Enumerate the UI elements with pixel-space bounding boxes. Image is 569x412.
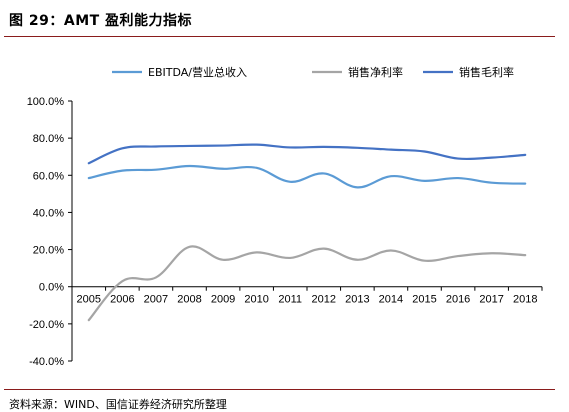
y-tick-label: 100.0%: [27, 96, 65, 108]
top-rule: [4, 36, 555, 37]
y-tick-label: 0.0%: [39, 282, 64, 294]
x-tick-label: 2016: [446, 294, 470, 306]
y-tick-label: 60.0%: [33, 170, 64, 182]
x-tick-label: 2018: [513, 294, 537, 306]
y-tick-label: 40.0%: [33, 207, 64, 219]
series-line-ebitda-margin: [87, 164, 527, 189]
x-tick-label: 2007: [144, 294, 168, 306]
x-tick-label: 2008: [177, 294, 201, 306]
y-tick-label: -20.0%: [29, 319, 64, 331]
bottom-rule: [4, 389, 555, 390]
y-tick-label: 80.0%: [33, 133, 64, 145]
x-tick-label: 2010: [244, 294, 268, 306]
x-tick-label: 2017: [479, 294, 503, 306]
legend-label: 销售毛利率: [459, 65, 514, 79]
x-tick-label: 2014: [379, 294, 403, 306]
source-note: 资料来源：WIND、国信证券经济研究所整理: [9, 398, 227, 411]
x-tick-label: 2005: [77, 294, 101, 306]
x-tick-label: 2015: [412, 294, 436, 306]
y-axis-ticks: 100.0% 80.0% 60.0% 40.0% 20.0% 0.0% -20.0% -40.…: [27, 96, 72, 368]
series-line-gross-margin: [87, 143, 527, 165]
legend: EBITDA/营业总收入 销售净利率 销售毛利率: [112, 65, 514, 79]
x-tick-label: 2012: [312, 294, 336, 306]
legend-label: EBITDA/营业总收入: [148, 65, 247, 79]
series-lines: [87, 143, 527, 322]
figure-title: 图 29：AMT 盈利能力指标: [9, 13, 193, 29]
legend-label: 销售净利率: [348, 65, 403, 79]
series-line-net-margin: [87, 245, 527, 322]
x-tick-label: 2013: [345, 294, 369, 306]
x-tick-label: 2006: [110, 294, 134, 306]
y-tick-label: 20.0%: [33, 245, 64, 257]
x-tick-label: 2011: [278, 294, 302, 306]
y-tick-label: -40.0%: [29, 356, 64, 368]
x-tick-label: 2009: [211, 294, 235, 306]
x-axis: 2005 2006 2007 2008 2009 2010 2011 2012 2013 2014…: [71, 286, 543, 306]
